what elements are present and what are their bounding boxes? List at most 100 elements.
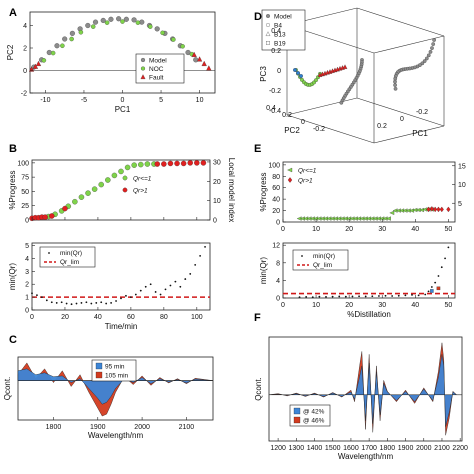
- panel-b-bottom-point: [169, 284, 172, 287]
- panel-b-top-ytick-right-label: 0: [213, 218, 217, 225]
- panel-d-legend-label: Model: [274, 14, 292, 21]
- panel-label-b: B: [9, 143, 17, 155]
- panel-b-bottom-point: [194, 264, 197, 266]
- panel-b-bottom-point: [55, 302, 58, 304]
- panel-a-legend-label: NOC: [149, 66, 164, 73]
- panel-c-chart: 1800 1900 2000 2100 Wavelength/nm Qcont. 95 mi…: [3, 356, 214, 440]
- panel-e-bottom-point: [411, 294, 413, 296]
- panel-b-bottom-xtick-label: 80: [160, 314, 168, 321]
- panel-e-top-xtick-label: 30: [378, 226, 386, 233]
- panel-b-bottom-ytick-label: 3: [25, 269, 29, 276]
- panel-b-minqr-chart: 0 20 40 60 80 100 0 1 2 3 4 5 Time/min min(Qr) min(Qr)…: [8, 242, 211, 331]
- panel-e-bottom-xtick-label: 10: [312, 302, 320, 309]
- panel-b-bottom-xtick-label: 40: [94, 314, 102, 321]
- panel-a-point: [120, 19, 125, 24]
- panel-b-bottom-point: [50, 301, 53, 304]
- panel-b-top-ytick-label: 100: [17, 160, 29, 167]
- panel-b-bottom-point: [65, 302, 68, 305]
- panel-b-top-ytick-label: 50: [21, 189, 29, 196]
- panel-e-bottom-legend: [292, 249, 349, 271]
- panel-e-bottom-point: [358, 295, 360, 298]
- panel-a-point: [171, 37, 176, 42]
- panel-a-legend-marker: [140, 57, 146, 63]
- panel-a-point: [206, 65, 212, 71]
- panel-e-top-ylabel: %Progress: [259, 172, 268, 211]
- panel-a-point: [32, 63, 39, 69]
- panel-label-f: F: [254, 312, 261, 324]
- panel-b-bottom-ytick-label: 5: [25, 243, 29, 250]
- panel-a-point: [60, 43, 65, 49]
- panel-d-ztick-label: 0.4: [271, 28, 281, 35]
- panel-b-top-legend-label: Qr<=1: [133, 176, 152, 183]
- panel-b-top-point: [78, 194, 85, 200]
- panel-e-top-xtick-label: 0: [281, 226, 285, 233]
- panel-b-bottom-point: [204, 245, 206, 248]
- panel-e-top-ytick-label: 40: [272, 197, 280, 204]
- panel-e-bottom-legend-label: min(Qr): [313, 253, 335, 260]
- panel-e-bottom-point: [437, 275, 440, 277]
- panel-b-top-point: [118, 168, 124, 175]
- panel-e-bottom-xtick-label: 50: [444, 302, 452, 309]
- panel-c-legend: [91, 359, 137, 382]
- panel-f-legend-swatch: [293, 416, 301, 424]
- panel-e-top-xtick-label: 50: [444, 226, 452, 233]
- panel-c-legend-swatch: [95, 362, 103, 370]
- panel-a-xtick-label: -5: [81, 97, 87, 104]
- panel-b-top-ytick-right-label: 20: [213, 179, 221, 186]
- panel-e-top-ytick-right-label: 10: [458, 182, 466, 189]
- panel-d-point: [422, 59, 427, 63]
- panel-b-bottom-ytick-label: 1: [25, 295, 29, 302]
- panel-b-bottom-point: [189, 273, 192, 275]
- panel-f-legend-label: @ 46%: [303, 418, 325, 425]
- panel-b-top-point: [167, 160, 174, 167]
- panel-e-bottom-point: [417, 294, 420, 297]
- panel-a-point: [154, 26, 160, 32]
- panel-b-top-legend-label: Qr>1: [133, 188, 148, 195]
- panel-e-bottom-point: [325, 296, 327, 298]
- panel-e-top-legend-label: Qr<=1: [298, 168, 317, 175]
- panel-d-point: [393, 83, 397, 87]
- panel-f-xlabel: Wavelength/nm: [338, 452, 394, 461]
- panel-e-top-xtick-label: 20: [345, 226, 353, 233]
- panel-e-bottom-legend-label: Qr_lim: [313, 262, 332, 269]
- panel-c-xlabel: Wavelength/nm: [88, 431, 144, 440]
- panel-c-xtick-label: 1800: [46, 424, 62, 431]
- panel-b-top-point: [144, 161, 151, 167]
- panel-b-bottom-xtick-label: 20: [61, 314, 69, 321]
- panel-c-area: [17, 368, 214, 405]
- panel-d-point: [296, 71, 300, 75]
- panel-b-top-point: [187, 160, 193, 166]
- panel-b-bottom-xtick-label: 60: [127, 314, 135, 321]
- panel-b-progress-chart: 0 25 50 75 100 0 10 20 30 %Progress Local model in…: [8, 158, 236, 225]
- panel-b-bottom-point: [115, 300, 117, 302]
- panel-b-bottom-point: [120, 297, 122, 300]
- panel-b-bottom-point: [80, 302, 83, 304]
- panel-e-top-ytick-label: 100: [268, 162, 280, 169]
- panel-d-box-edge: [373, 35, 445, 54]
- panel-b-top-point: [105, 177, 111, 183]
- panel-e-bottom-xtick-label: 40: [411, 302, 419, 309]
- panel-d-point: [426, 53, 431, 58]
- panel-label-c: C: [9, 334, 17, 346]
- panel-b-bottom-legend: [39, 246, 96, 268]
- panel-d-point: [431, 42, 436, 46]
- panel-e-bottom-xlabel: %Distillation: [347, 310, 391, 319]
- panel-a-point: [35, 60, 42, 66]
- panel-f-xtick-label: 1900: [398, 445, 414, 452]
- panel-d-point: [393, 79, 397, 84]
- panel-f-ylabel: Qcont.: [254, 377, 263, 401]
- panel-e-bottom-highlight: [436, 286, 441, 291]
- panel-b-top-point: [85, 190, 91, 196]
- panel-d-legend-label: B4: [274, 23, 282, 30]
- panel-a-point: [123, 16, 129, 22]
- panel-b-top-point: [200, 160, 207, 166]
- panel-e-bottom-point: [338, 295, 341, 298]
- panel-a-ytick-label: 4: [23, 23, 27, 30]
- panel-a-point: [92, 19, 99, 25]
- panel-d-ytick-label: 0.2: [282, 112, 292, 119]
- panel-d-legend-marker: [266, 14, 270, 18]
- panel-a-point: [131, 17, 137, 23]
- panel-f-legend-label: @ 42%: [303, 409, 325, 416]
